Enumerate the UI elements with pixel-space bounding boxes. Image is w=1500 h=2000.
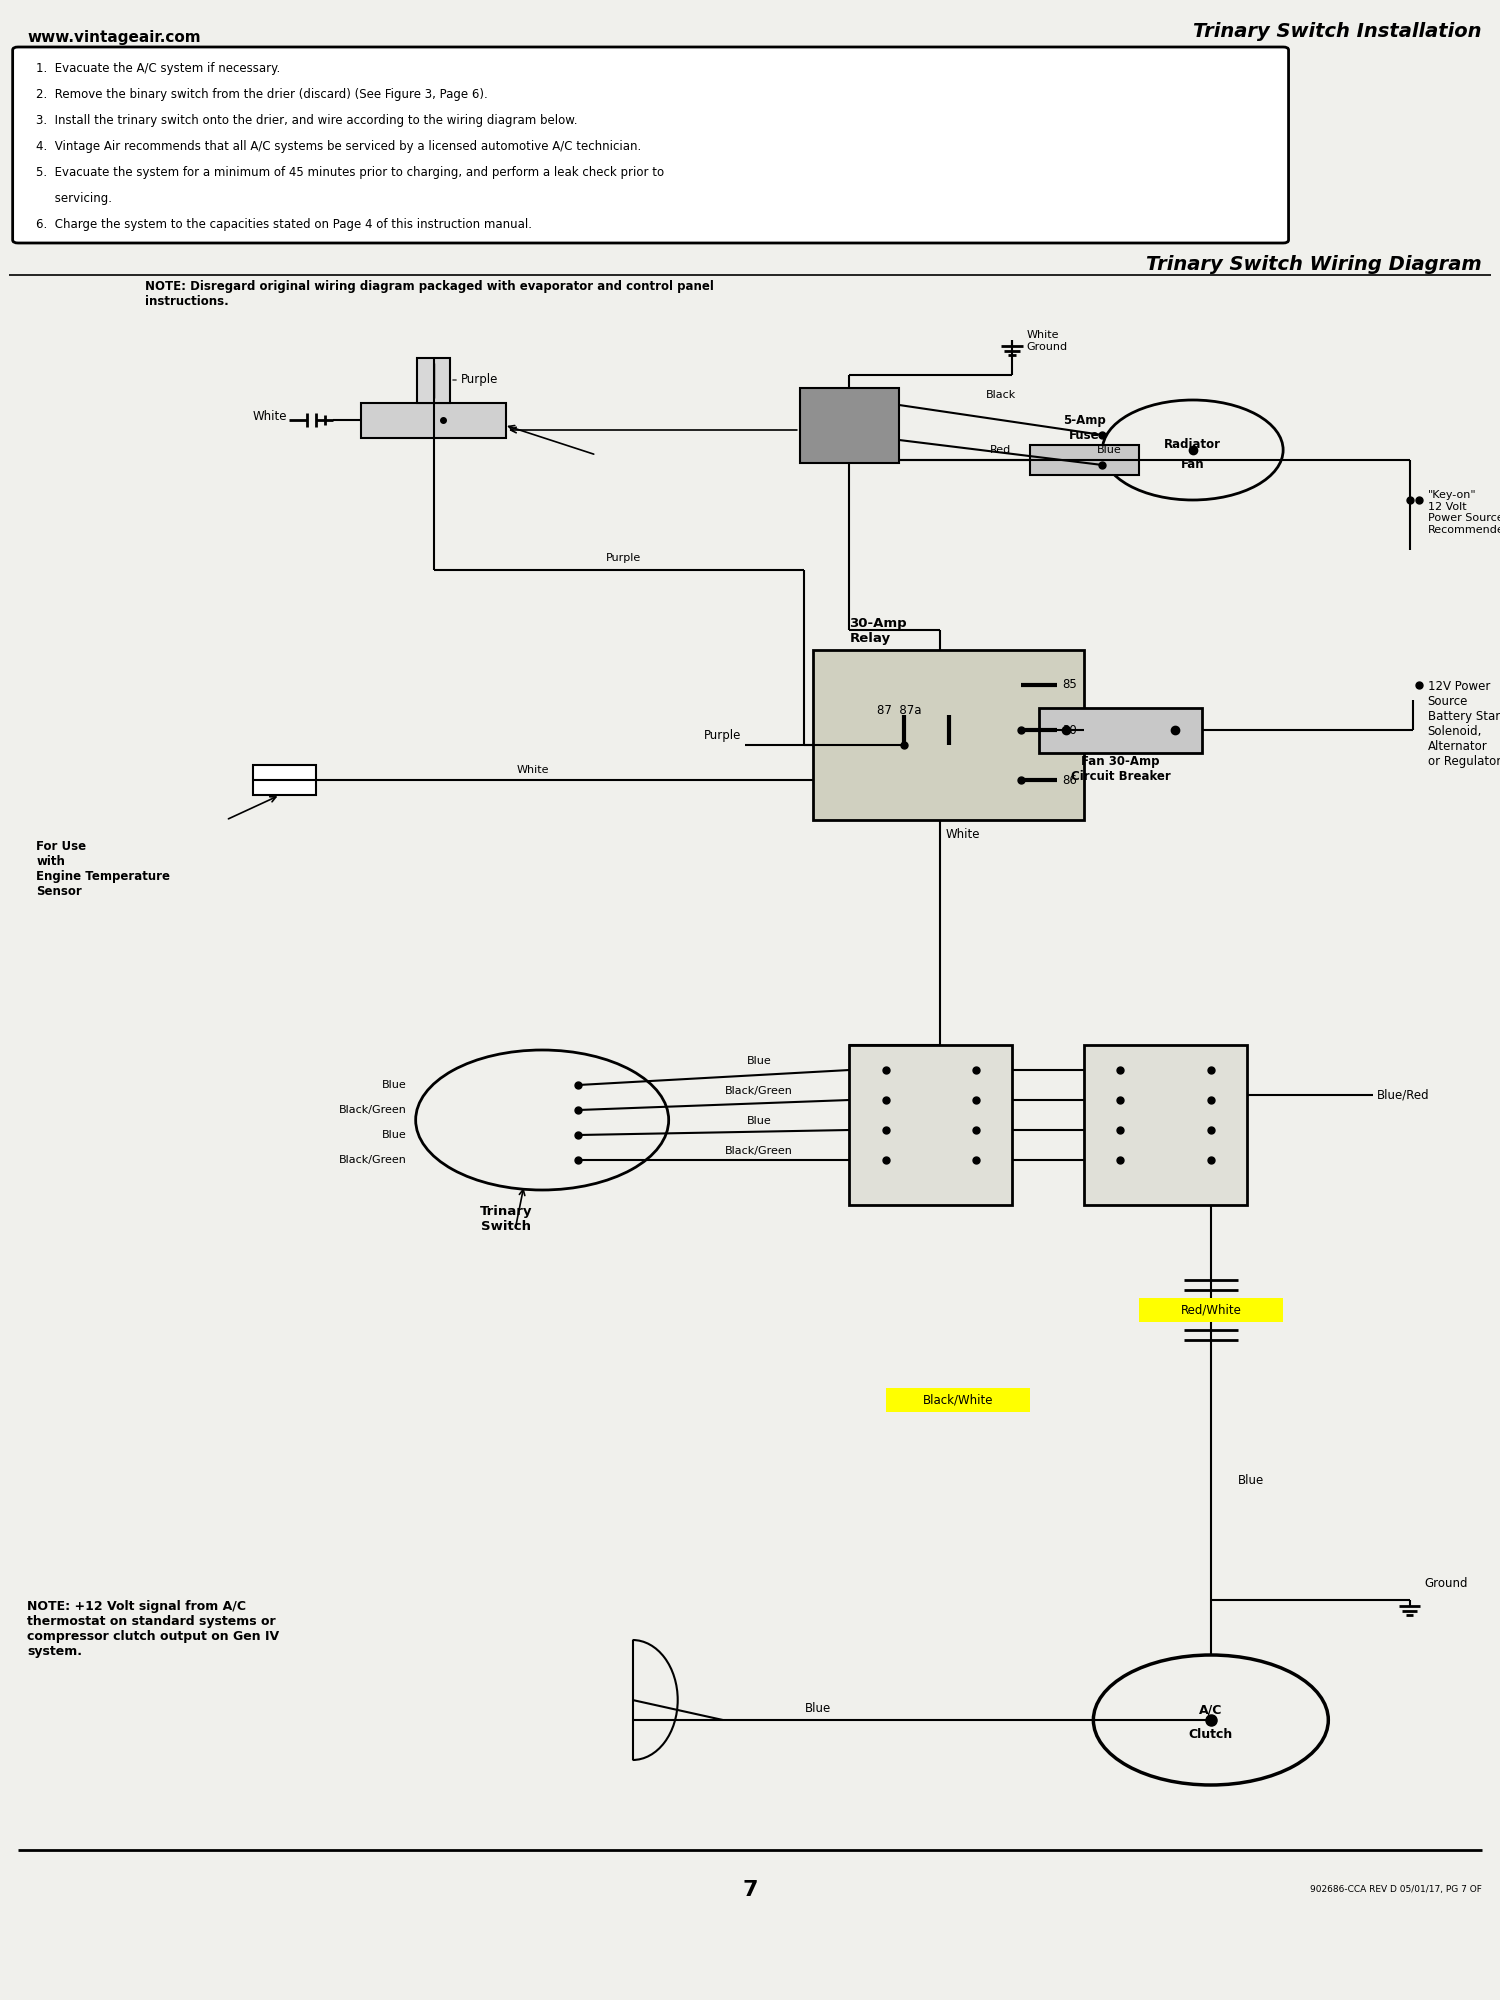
Bar — [849, 1044, 1012, 1204]
Bar — [1040, 708, 1202, 752]
Text: "Key-on"
12 Volt
Power Source
Recommended: "Key-on" 12 Volt Power Source Recommende… — [1428, 490, 1500, 534]
Text: 5.  Evacuate the system for a minimum of 45 minutes prior to charging, and perfo: 5. Evacuate the system for a minimum of … — [36, 166, 664, 180]
Text: 30: 30 — [1062, 724, 1077, 736]
Text: White: White — [945, 828, 980, 842]
Text: Blue: Blue — [382, 1080, 406, 1090]
Bar — [800, 388, 898, 462]
Text: Trinary Switch Wiring Diagram: Trinary Switch Wiring Diagram — [1146, 254, 1482, 274]
Text: White
Ground: White Ground — [1026, 330, 1068, 352]
Text: Purple: Purple — [460, 374, 498, 386]
Text: 12V Power
Source
Battery Starter
Solenoid,
Alternator
or Regulator: 12V Power Source Battery Starter Solenoi… — [1428, 680, 1500, 768]
Text: 30-Amp
Relay: 30-Amp Relay — [849, 616, 907, 644]
Bar — [417, 358, 450, 402]
Text: Blue: Blue — [804, 1702, 831, 1714]
FancyBboxPatch shape — [12, 46, 1288, 242]
Text: 902686-CCA REV D 05/01/17, PG 7 OF: 902686-CCA REV D 05/01/17, PG 7 OF — [1310, 1884, 1482, 1894]
Text: Ground: Ground — [1424, 1576, 1467, 1590]
Bar — [362, 402, 506, 438]
Bar — [1084, 1044, 1246, 1204]
Bar — [254, 764, 316, 794]
Text: 86: 86 — [1062, 774, 1077, 786]
Text: Fan 30-Amp
Circuit Breaker: Fan 30-Amp Circuit Breaker — [1071, 756, 1170, 784]
Text: Black: Black — [986, 390, 1016, 400]
Text: servicing.: servicing. — [36, 192, 112, 206]
Text: Black/Green: Black/Green — [724, 1146, 794, 1156]
Text: Fan: Fan — [1180, 458, 1204, 472]
Text: Red: Red — [990, 446, 1011, 456]
Text: 85: 85 — [1062, 678, 1077, 692]
Text: 4.  Vintage Air recommends that all A/C systems be serviced by a licensed automo: 4. Vintage Air recommends that all A/C s… — [36, 140, 642, 154]
Text: 7: 7 — [742, 1880, 758, 1900]
Text: Black/Green: Black/Green — [339, 1104, 406, 1116]
Text: White: White — [518, 764, 549, 774]
Text: Blue: Blue — [1238, 1474, 1264, 1486]
Text: 3.  Install the trinary switch onto the drier, and wire according to the wiring : 3. Install the trinary switch onto the d… — [36, 114, 578, 128]
Text: Black/Green: Black/Green — [724, 1086, 794, 1096]
Text: 5-Amp
Fuse: 5-Amp Fuse — [1064, 414, 1106, 442]
Text: Trinary Switch Installation: Trinary Switch Installation — [1194, 22, 1482, 40]
Bar — [813, 650, 1084, 820]
Text: Blue: Blue — [382, 1130, 406, 1140]
Text: Blue: Blue — [747, 1116, 771, 1126]
Text: White: White — [254, 410, 288, 424]
Text: NOTE: Disregard original wiring diagram packaged with evaporator and control pan: NOTE: Disregard original wiring diagram … — [144, 280, 714, 308]
Text: 87  87a: 87 87a — [876, 704, 921, 716]
Text: For Use
with
Engine Temperature
Sensor: For Use with Engine Temperature Sensor — [36, 840, 170, 898]
Bar — [885, 1388, 1031, 1412]
Text: Blue/Red: Blue/Red — [1377, 1088, 1429, 1102]
Text: www.vintageair.com: www.vintageair.com — [27, 30, 201, 44]
Text: NOTE: +12 Volt signal from A/C
thermostat on standard systems or
compressor clut: NOTE: +12 Volt signal from A/C thermosta… — [27, 1600, 279, 1658]
Text: Red/White: Red/White — [1180, 1304, 1242, 1316]
Text: 1.  Evacuate the A/C system if necessary.: 1. Evacuate the A/C system if necessary. — [36, 62, 280, 74]
Text: Blue: Blue — [1096, 446, 1122, 456]
Text: Blue: Blue — [747, 1056, 771, 1066]
Text: Clutch: Clutch — [1188, 1728, 1233, 1742]
Bar — [1138, 1298, 1282, 1322]
Text: Black/Green: Black/Green — [339, 1156, 406, 1164]
Text: A/C: A/C — [1198, 1704, 1222, 1716]
Text: 6.  Charge the system to the capacities stated on Page 4 of this instruction man: 6. Charge the system to the capacities s… — [36, 218, 532, 230]
Text: Trinary
Switch: Trinary Switch — [480, 1204, 532, 1232]
Text: 2.  Remove the binary switch from the drier (discard) (See Figure 3, Page 6).: 2. Remove the binary switch from the dri… — [36, 88, 488, 100]
Text: Black/White: Black/White — [922, 1394, 993, 1406]
Text: Purple: Purple — [704, 728, 741, 742]
Text: Radiator: Radiator — [1164, 438, 1221, 452]
Bar — [1030, 446, 1138, 474]
Text: Purple: Purple — [606, 552, 640, 564]
